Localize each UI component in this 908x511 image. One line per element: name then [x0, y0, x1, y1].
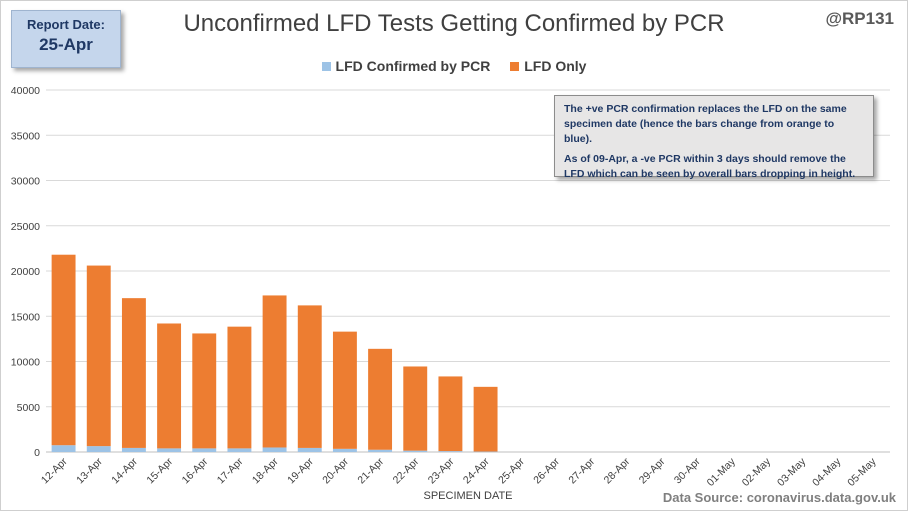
bar-confirmed	[297, 447, 322, 452]
chart-legend: LFD Confirmed by PCR LFD Only	[0, 58, 908, 74]
x-tick-label: 12-Apr	[39, 455, 70, 486]
report-date-label: Report Date:	[26, 17, 105, 32]
bar-lfd-only	[121, 298, 146, 448]
bar-lfd-only	[297, 305, 322, 448]
x-tick-label: 28-Apr	[602, 455, 633, 486]
bar-confirmed	[262, 447, 287, 452]
bar-confirmed	[86, 446, 111, 452]
bar-lfd-only	[157, 323, 182, 449]
x-axis-title: SPECIMEN DATE	[423, 490, 512, 502]
x-tick-label: 05-May	[845, 455, 879, 489]
legend-item-lfd-only: LFD Only	[510, 58, 586, 74]
x-tick-label: 04-May	[810, 455, 844, 489]
bar-lfd-only	[438, 376, 463, 452]
legend-label-lfd-only: LFD Only	[524, 58, 587, 74]
bar-lfd-only	[262, 295, 287, 448]
x-tick-label: 21-Apr	[355, 455, 386, 486]
legend-item-confirmed: LFD Confirmed by PCR	[321, 58, 491, 74]
bar-confirmed	[403, 450, 428, 452]
bar-confirmed	[332, 448, 357, 452]
bar-lfd-only	[332, 331, 357, 449]
annotation-box: The +ve PCR confirmation replaces the LF…	[554, 95, 874, 180]
x-tick-label: 25-Apr	[496, 455, 527, 486]
bar-lfd-only	[86, 265, 111, 447]
x-tick-label: 30-Apr	[672, 455, 703, 486]
bar-lfd-only	[192, 333, 217, 449]
x-tick-label: 20-Apr	[320, 455, 351, 486]
bar-confirmed	[438, 451, 463, 452]
y-tick-label: 0	[34, 447, 40, 459]
legend-label-confirmed: LFD Confirmed by PCR	[335, 58, 491, 74]
y-tick-label: 40000	[11, 85, 40, 97]
bar-confirmed	[51, 445, 76, 452]
x-tick-label: 27-Apr	[566, 455, 597, 486]
y-tick-label: 5000	[17, 402, 41, 414]
annotation-line-2: As of 09-Apr, a -ve PCR within 3 days sh…	[564, 153, 856, 180]
report-date-value: 25-Apr	[39, 35, 93, 54]
x-tick-label: 24-Apr	[461, 455, 492, 486]
y-tick-label: 35000	[11, 130, 40, 142]
y-tick-label: 25000	[11, 221, 40, 233]
bar-lfd-only	[368, 348, 393, 450]
y-tick-label: 10000	[11, 357, 40, 369]
y-tick-label: 20000	[11, 266, 40, 278]
x-tick-label: 17-Apr	[215, 455, 246, 486]
bar-confirmed	[368, 449, 393, 452]
x-tick-label: 15-Apr	[144, 455, 175, 486]
y-tick-label: 15000	[11, 311, 40, 323]
chart-title: Unconfirmed LFD Tests Getting Confirmed …	[183, 10, 725, 37]
bar-lfd-only	[403, 366, 428, 451]
bar-lfd-only	[473, 386, 498, 452]
bar-confirmed	[192, 448, 217, 452]
x-tick-label: 03-May	[775, 455, 809, 489]
x-tick-label: 26-Apr	[531, 455, 562, 486]
legend-swatch-lfd-only	[510, 62, 520, 71]
bar-lfd-only	[51, 254, 76, 446]
bar-confirmed	[157, 448, 182, 452]
legend-swatch-confirmed	[321, 62, 331, 71]
x-tick-label: 02-May	[740, 455, 774, 489]
author-handle: @RP131	[825, 9, 894, 28]
bar-confirmed	[227, 448, 252, 452]
bar-confirmed	[121, 447, 146, 452]
bar-lfd-only	[227, 326, 252, 449]
x-tick-label: 29-Apr	[637, 455, 668, 486]
x-tick-label: 23-Apr	[426, 455, 457, 486]
x-tick-label: 22-Apr	[391, 455, 422, 486]
x-tick-label: 19-Apr	[285, 455, 316, 486]
x-tick-label: 13-Apr	[74, 455, 105, 486]
report-date-box: Report Date: 25-Apr	[11, 10, 121, 68]
y-tick-label: 30000	[11, 176, 40, 188]
x-tick-label: 14-Apr	[109, 455, 140, 486]
annotation-line-1: The +ve PCR confirmation replaces the LF…	[564, 103, 847, 145]
x-tick-label: 16-Apr	[180, 455, 211, 486]
x-tick-label: 18-Apr	[250, 455, 281, 486]
x-tick-label: 01-May	[705, 455, 739, 489]
data-source: Data Source: coronavirus.data.gov.uk	[662, 490, 896, 505]
